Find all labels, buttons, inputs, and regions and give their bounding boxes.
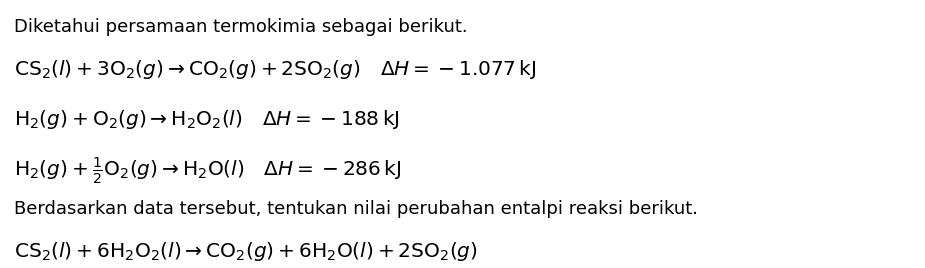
Text: $\mathrm{H_2(}$$\it{g}$$\mathrm{) + O_2(}$$\it{g}$$\mathrm{) \rightarrow H_2O_2(: $\mathrm{H_2(}$$\it{g}$$\mathrm{) + O_2(… [14,108,400,131]
Text: Berdasarkan data tersebut, tentukan nilai perubahan entalpi reaksi berikut.: Berdasarkan data tersebut, tentukan nila… [14,200,698,218]
Text: $\mathrm{CS_2(}$$\it{l}$$\mathrm{) + 3O_2(}$$\it{g}$$\mathrm{) \rightarrow CO_2(: $\mathrm{CS_2(}$$\it{l}$$\mathrm{) + 3O_… [14,58,536,81]
Text: $\mathrm{CS_2(}$$\it{l}$$\mathrm{) + 6H_2O_2(}$$\it{l}$$\mathrm{) \rightarrow CO: $\mathrm{CS_2(}$$\it{l}$$\mathrm{) + 6H_… [14,240,478,263]
Text: $\mathrm{H_2(}$$\it{g}$$\mathrm{) + \frac{1}{2}O_2(}$$\it{g}$$\mathrm{) \rightar: $\mathrm{H_2(}$$\it{g}$$\mathrm{) + \fra… [14,156,401,186]
Text: Diketahui persamaan termokimia sebagai berikut.: Diketahui persamaan termokimia sebagai b… [14,18,468,36]
